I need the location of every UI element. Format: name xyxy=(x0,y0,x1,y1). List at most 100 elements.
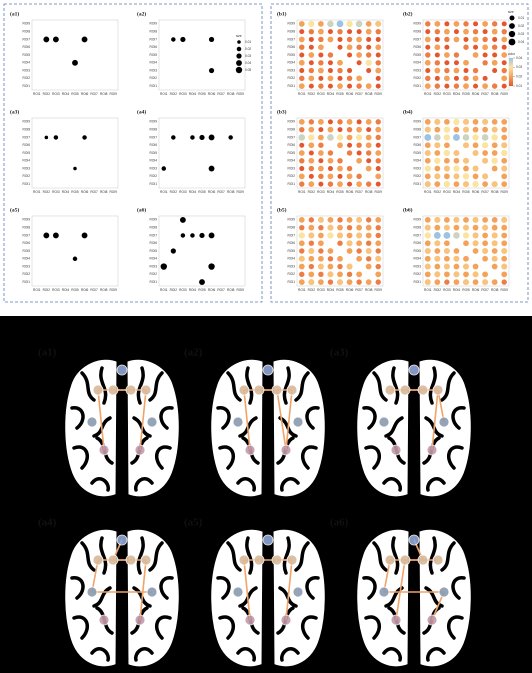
bubble xyxy=(453,165,460,172)
bubble xyxy=(491,279,498,285)
y-tick-label: ROI9 xyxy=(150,218,158,222)
bubble xyxy=(482,52,488,58)
legend-label: 0.02 xyxy=(516,75,522,79)
bubble xyxy=(482,279,489,286)
y-tick-label: ROI6 xyxy=(23,45,31,49)
bubble xyxy=(472,75,479,82)
bubble xyxy=(434,279,441,285)
dot xyxy=(43,36,50,43)
y-tick-label: ROI4 xyxy=(288,61,296,65)
bubble xyxy=(308,142,315,149)
bubble xyxy=(299,166,305,172)
y-tick-label: ROI8 xyxy=(288,226,296,230)
bubble xyxy=(327,150,334,156)
bubble xyxy=(501,247,508,255)
x-tick-label: ROI4 xyxy=(62,92,70,96)
bubble xyxy=(337,28,343,35)
dot xyxy=(199,134,205,141)
y-tick-label: ROI8 xyxy=(23,226,31,230)
bubble xyxy=(375,166,381,172)
bubble xyxy=(308,247,315,255)
bubble xyxy=(472,248,479,254)
bubble xyxy=(482,255,488,262)
bubble xyxy=(327,60,333,66)
bubble xyxy=(365,142,372,149)
bubble xyxy=(299,248,305,254)
bubble xyxy=(337,224,343,231)
bubble xyxy=(501,216,508,223)
bubble xyxy=(425,21,431,27)
bubble xyxy=(346,119,353,125)
connection xyxy=(285,389,293,451)
x-tick-label: ROI1 xyxy=(33,288,41,292)
x-tick-label: ROI3 xyxy=(443,190,451,194)
bubble xyxy=(365,256,372,262)
x-tick-label: ROI9 xyxy=(374,190,382,194)
dot xyxy=(52,232,59,239)
roi-node xyxy=(238,554,250,566)
bubble xyxy=(424,83,431,89)
bubble xyxy=(443,165,450,172)
bubble xyxy=(444,75,450,82)
bubble xyxy=(356,44,362,50)
y-tick-label: ROI5 xyxy=(23,151,31,155)
y-tick-label: ROI2 xyxy=(150,272,158,276)
x-tick-label: ROI5 xyxy=(462,288,470,292)
bubble xyxy=(472,263,479,270)
bubble xyxy=(327,217,334,223)
bubble xyxy=(356,271,362,278)
bubble xyxy=(318,52,324,58)
bubble xyxy=(318,240,324,247)
bubble xyxy=(482,157,489,164)
bubble xyxy=(501,67,507,74)
bubble xyxy=(375,150,382,156)
x-tick-label: ROI8 xyxy=(100,92,108,96)
bubble xyxy=(365,52,372,58)
x-tick-label: ROI1 xyxy=(424,92,432,96)
bubble xyxy=(298,150,305,156)
x-tick-label: ROI8 xyxy=(365,190,373,194)
dot xyxy=(208,232,215,239)
bubble xyxy=(434,173,441,180)
bubble xyxy=(434,142,441,149)
bubble xyxy=(308,165,315,172)
y-tick-label: ROI6 xyxy=(150,45,158,49)
bubble xyxy=(347,142,353,148)
bubble xyxy=(375,28,381,35)
x-tick-label: ROI9 xyxy=(500,92,508,96)
bubble xyxy=(327,279,334,285)
x-tick-label: ROI8 xyxy=(491,190,499,194)
x-tick-label: ROI4 xyxy=(62,190,70,194)
bubble xyxy=(298,59,305,66)
x-tick-label: ROI2 xyxy=(308,92,316,96)
bubble xyxy=(337,271,343,278)
bubble xyxy=(375,20,382,27)
dot xyxy=(72,256,78,262)
bubble xyxy=(365,59,372,66)
x-tick-label: ROI7 xyxy=(481,190,489,194)
roi-node xyxy=(426,444,438,456)
bubble xyxy=(356,29,362,35)
x-tick-label: ROI2 xyxy=(434,288,442,292)
bubble xyxy=(327,157,334,164)
y-tick-label: ROI4 xyxy=(150,257,158,261)
x-tick-label: ROI1 xyxy=(160,288,168,292)
brain-label: (a3) xyxy=(330,347,349,359)
bubble xyxy=(433,232,441,239)
bubble xyxy=(308,150,314,156)
bubble xyxy=(434,224,441,231)
bubble xyxy=(318,255,324,262)
bubble xyxy=(491,126,498,133)
bubble xyxy=(453,21,460,27)
bubble xyxy=(462,142,470,149)
bubble xyxy=(327,271,334,278)
panel-label: (a5) xyxy=(10,206,19,213)
x-tick-label: ROI8 xyxy=(491,92,499,96)
legend-dot xyxy=(509,23,515,29)
dot xyxy=(180,233,186,238)
connection xyxy=(276,389,287,451)
y-tick-label: ROI4 xyxy=(150,61,158,65)
x-tick-label: ROI9 xyxy=(374,288,382,292)
bubble xyxy=(347,52,353,58)
bubble xyxy=(443,263,450,270)
